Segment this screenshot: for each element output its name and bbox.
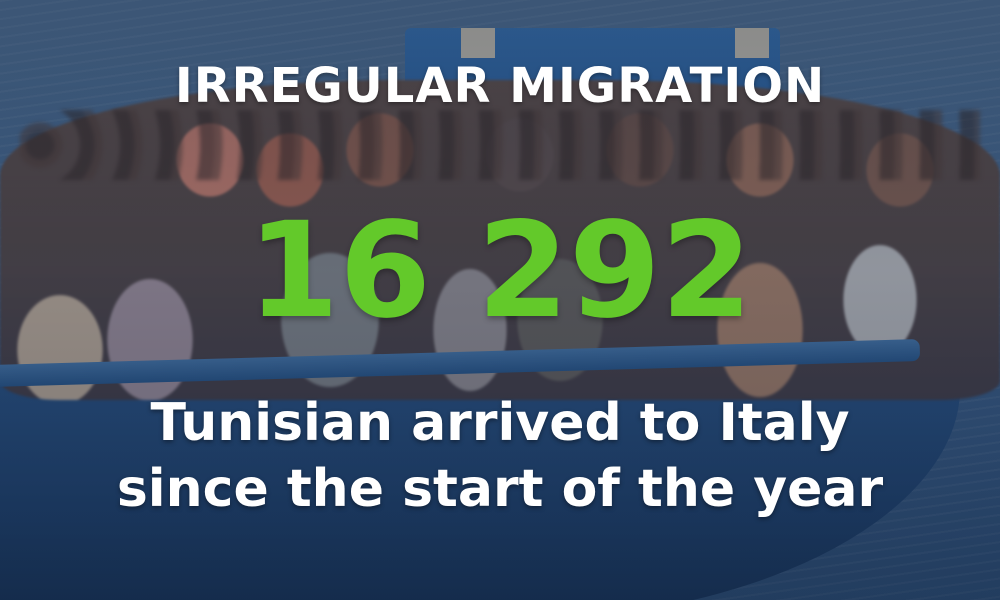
cabin-post: [735, 28, 769, 58]
cabin-post: [461, 28, 495, 58]
headline: IRREGULAR MIGRATION: [174, 58, 826, 114]
crowd-heads: [20, 110, 980, 180]
arrivals-count: 16 292: [247, 194, 753, 348]
caption-line-2: since the start of the year: [116, 459, 884, 519]
caption: Tunisian arrived to Italy since the star…: [0, 390, 1000, 522]
caption-line-1: Tunisian arrived to Italy: [150, 393, 850, 453]
